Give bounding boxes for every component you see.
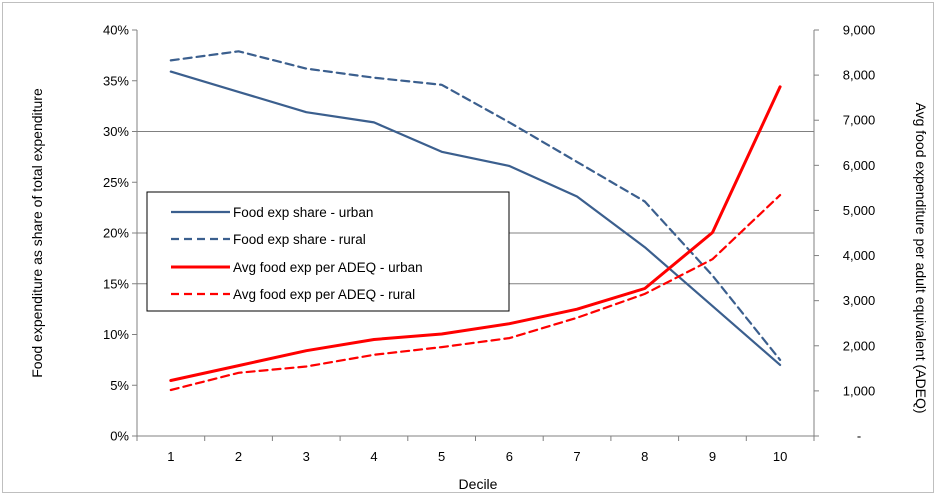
legend: Food exp share - urban Food exp share - … — [146, 191, 510, 312]
x-tick-label: 7 — [573, 449, 580, 464]
series-line-3 — [169, 85, 782, 382]
right-tick-label: 3,000 — [843, 293, 876, 308]
left-tick-label: 25% — [103, 175, 129, 190]
legend-label-rural-adeq: Avg food exp per ADEQ - rural — [233, 287, 415, 302]
right-tick-label: 1,000 — [843, 383, 876, 398]
x-tick-label: 3 — [303, 449, 310, 464]
x-tick-label: 10 — [773, 449, 787, 464]
x-tick-label: 5 — [438, 449, 445, 464]
x-tick-label: 8 — [641, 449, 648, 464]
x-tick-label: 1 — [167, 449, 174, 464]
series — [169, 50, 782, 392]
axes — [132, 29, 819, 441]
left-tick-label: 5% — [110, 378, 129, 393]
x-tick-label: 6 — [506, 449, 513, 464]
left-tick-label: 20% — [103, 226, 129, 241]
right-tick-label: 9,000 — [843, 23, 876, 38]
right-tick-label: - — [857, 429, 861, 444]
right-tick-label: 5,000 — [843, 203, 876, 218]
tick-labels: 0% 5% 10% 15% 20% 25% 30% 35% 40% - 1,000 2,000 3,00… — [103, 23, 875, 465]
left-tick-label: 35% — [103, 73, 129, 88]
series-line-4 — [169, 194, 782, 392]
left-y-axis-title: Food expenditure as share of total expen… — [29, 88, 45, 378]
left-tick-label: 0% — [110, 429, 129, 444]
left-tick-label: 10% — [103, 327, 129, 342]
x-tick-label: 2 — [235, 449, 242, 464]
right-tick-label: 2,000 — [843, 338, 876, 353]
right-tick-label: 4,000 — [843, 248, 876, 263]
legend-label-urban-adeq: Avg food exp per ADEQ - urban — [233, 260, 423, 275]
x-tick-label: 4 — [370, 449, 377, 464]
chart-frame — [2, 2, 934, 493]
right-tick-label: 7,000 — [843, 113, 876, 128]
left-tick-label: 30% — [103, 124, 129, 139]
right-tick-label: 6,000 — [843, 158, 876, 173]
x-tick-label: 9 — [709, 449, 716, 464]
x-axis-title: Decile — [459, 476, 498, 492]
legend-label-rural-share: Food exp share - rural — [233, 232, 366, 247]
series-line-2 — [169, 50, 782, 361]
left-tick-label: 15% — [103, 276, 129, 291]
right-y-axis-title: Avg food expenditure per adult equivalen… — [913, 102, 929, 413]
legend-label-urban-share: Food exp share - urban — [233, 205, 373, 220]
right-tick-label: 8,000 — [843, 68, 876, 83]
left-tick-label: 40% — [103, 23, 129, 38]
